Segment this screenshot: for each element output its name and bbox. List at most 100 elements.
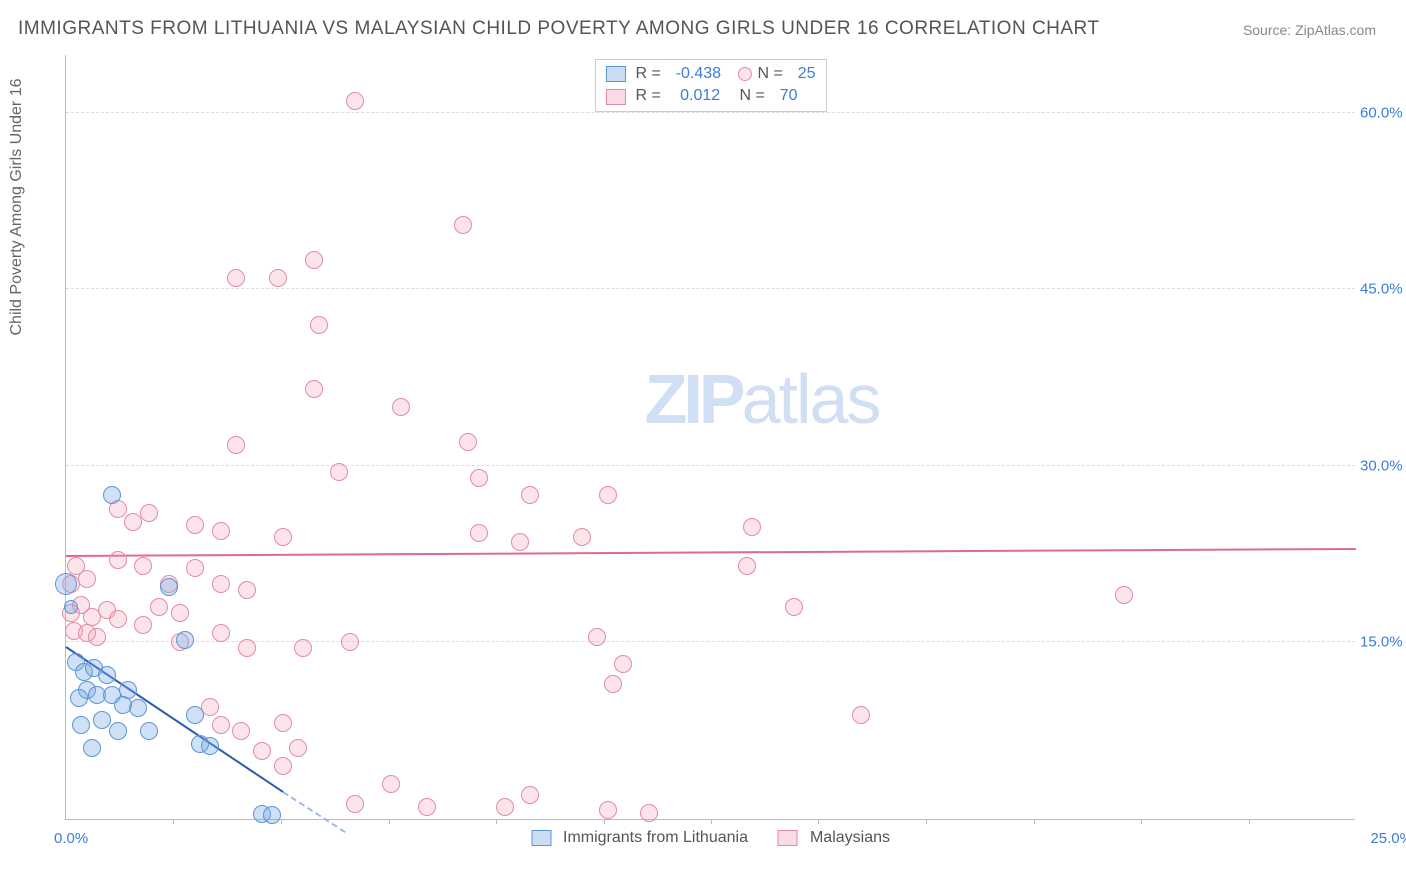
data-point	[238, 581, 256, 599]
x-tick-mark	[389, 819, 390, 824]
data-point	[160, 578, 178, 596]
data-point	[599, 486, 617, 504]
data-point	[738, 557, 756, 575]
data-point	[1115, 586, 1133, 604]
data-point	[588, 628, 606, 646]
data-point	[103, 486, 121, 504]
data-point	[238, 639, 256, 657]
data-point	[83, 739, 101, 757]
y-axis-label: Child Poverty Among Girls Under 16	[8, 79, 26, 336]
legend-bottom: Immigrants from Lithuania Malaysians	[531, 829, 890, 847]
y-tick-label: 45.0%	[1360, 281, 1406, 298]
x-tick-mark	[1141, 819, 1142, 824]
data-point	[191, 735, 209, 753]
gridline	[66, 112, 1355, 113]
data-point	[454, 216, 472, 234]
data-point	[305, 380, 323, 398]
data-point	[521, 786, 539, 804]
x-tick-start: 0.0%	[54, 830, 88, 847]
legend-label: Immigrants from Lithuania	[563, 829, 748, 847]
x-tick-end: 25.0%	[1370, 830, 1406, 847]
data-point	[511, 533, 529, 551]
data-point	[212, 522, 230, 540]
data-point	[232, 722, 250, 740]
data-point	[171, 604, 189, 622]
data-point	[274, 757, 292, 775]
watermark: ZIPatlas	[645, 359, 880, 439]
data-point	[212, 716, 230, 734]
data-point	[150, 598, 168, 616]
chart-title: IMMIGRANTS FROM LITHUANIA VS MALAYSIAN C…	[18, 18, 1100, 40]
data-point	[305, 251, 323, 269]
data-point	[109, 551, 127, 569]
data-point	[418, 798, 436, 816]
data-point	[186, 559, 204, 577]
data-point	[88, 628, 106, 646]
stray-point-icon	[738, 67, 752, 81]
trendline	[282, 791, 345, 833]
data-point	[212, 624, 230, 642]
data-point	[604, 675, 622, 693]
data-point	[78, 570, 96, 588]
data-point	[134, 557, 152, 575]
trendline	[66, 547, 1356, 556]
data-point	[227, 436, 245, 454]
data-point	[573, 528, 591, 546]
y-tick-label: 60.0%	[1360, 104, 1406, 121]
swatch-blue-icon	[531, 830, 551, 846]
legend-stats-row-blue: R = -0.438 N = 25	[605, 63, 815, 85]
data-point	[470, 524, 488, 542]
data-point	[98, 666, 116, 684]
data-point	[176, 631, 194, 649]
legend-item-blue: Immigrants from Lithuania	[531, 829, 748, 847]
data-point	[274, 714, 292, 732]
data-point	[392, 398, 410, 416]
y-tick-label: 30.0%	[1360, 457, 1406, 474]
data-point	[785, 598, 803, 616]
data-point	[614, 655, 632, 673]
data-point	[269, 269, 287, 287]
plot-area: ZIPatlas R = -0.438 N = 25 R = 0.012 N =…	[65, 55, 1355, 820]
data-point	[346, 92, 364, 110]
x-tick-mark	[281, 819, 282, 824]
legend-item-pink: Malaysians	[778, 829, 890, 847]
data-point	[289, 739, 307, 757]
x-tick-mark	[926, 819, 927, 824]
gridline	[66, 641, 1355, 642]
swatch-blue-icon	[605, 66, 625, 82]
gridline	[66, 465, 1355, 466]
gridline	[66, 288, 1355, 289]
x-tick-mark	[496, 819, 497, 824]
data-point	[459, 433, 477, 451]
data-point	[212, 575, 230, 593]
x-tick-mark	[604, 819, 605, 824]
data-point	[129, 699, 147, 717]
x-tick-mark	[818, 819, 819, 824]
data-point	[852, 706, 870, 724]
data-point	[72, 716, 90, 734]
data-point	[382, 775, 400, 793]
data-point	[140, 504, 158, 522]
source-label: Source: ZipAtlas.com	[1243, 22, 1376, 38]
x-tick-mark	[1034, 819, 1035, 824]
data-point	[263, 806, 281, 824]
data-point	[55, 573, 77, 595]
chart-container: Child Poverty Among Girls Under 16 ZIPat…	[55, 55, 1385, 855]
data-point	[253, 742, 271, 760]
data-point	[341, 633, 359, 651]
data-point	[346, 795, 364, 813]
swatch-pink-icon	[778, 830, 798, 846]
data-point	[640, 804, 658, 822]
data-point	[274, 528, 292, 546]
data-point	[186, 706, 204, 724]
data-point	[109, 610, 127, 628]
data-point	[470, 469, 488, 487]
y-tick-label: 15.0%	[1360, 634, 1406, 651]
data-point	[310, 316, 328, 334]
data-point	[64, 600, 78, 614]
data-point	[521, 486, 539, 504]
data-point	[140, 722, 158, 740]
data-point	[70, 689, 88, 707]
data-point	[186, 516, 204, 534]
data-point	[109, 722, 127, 740]
